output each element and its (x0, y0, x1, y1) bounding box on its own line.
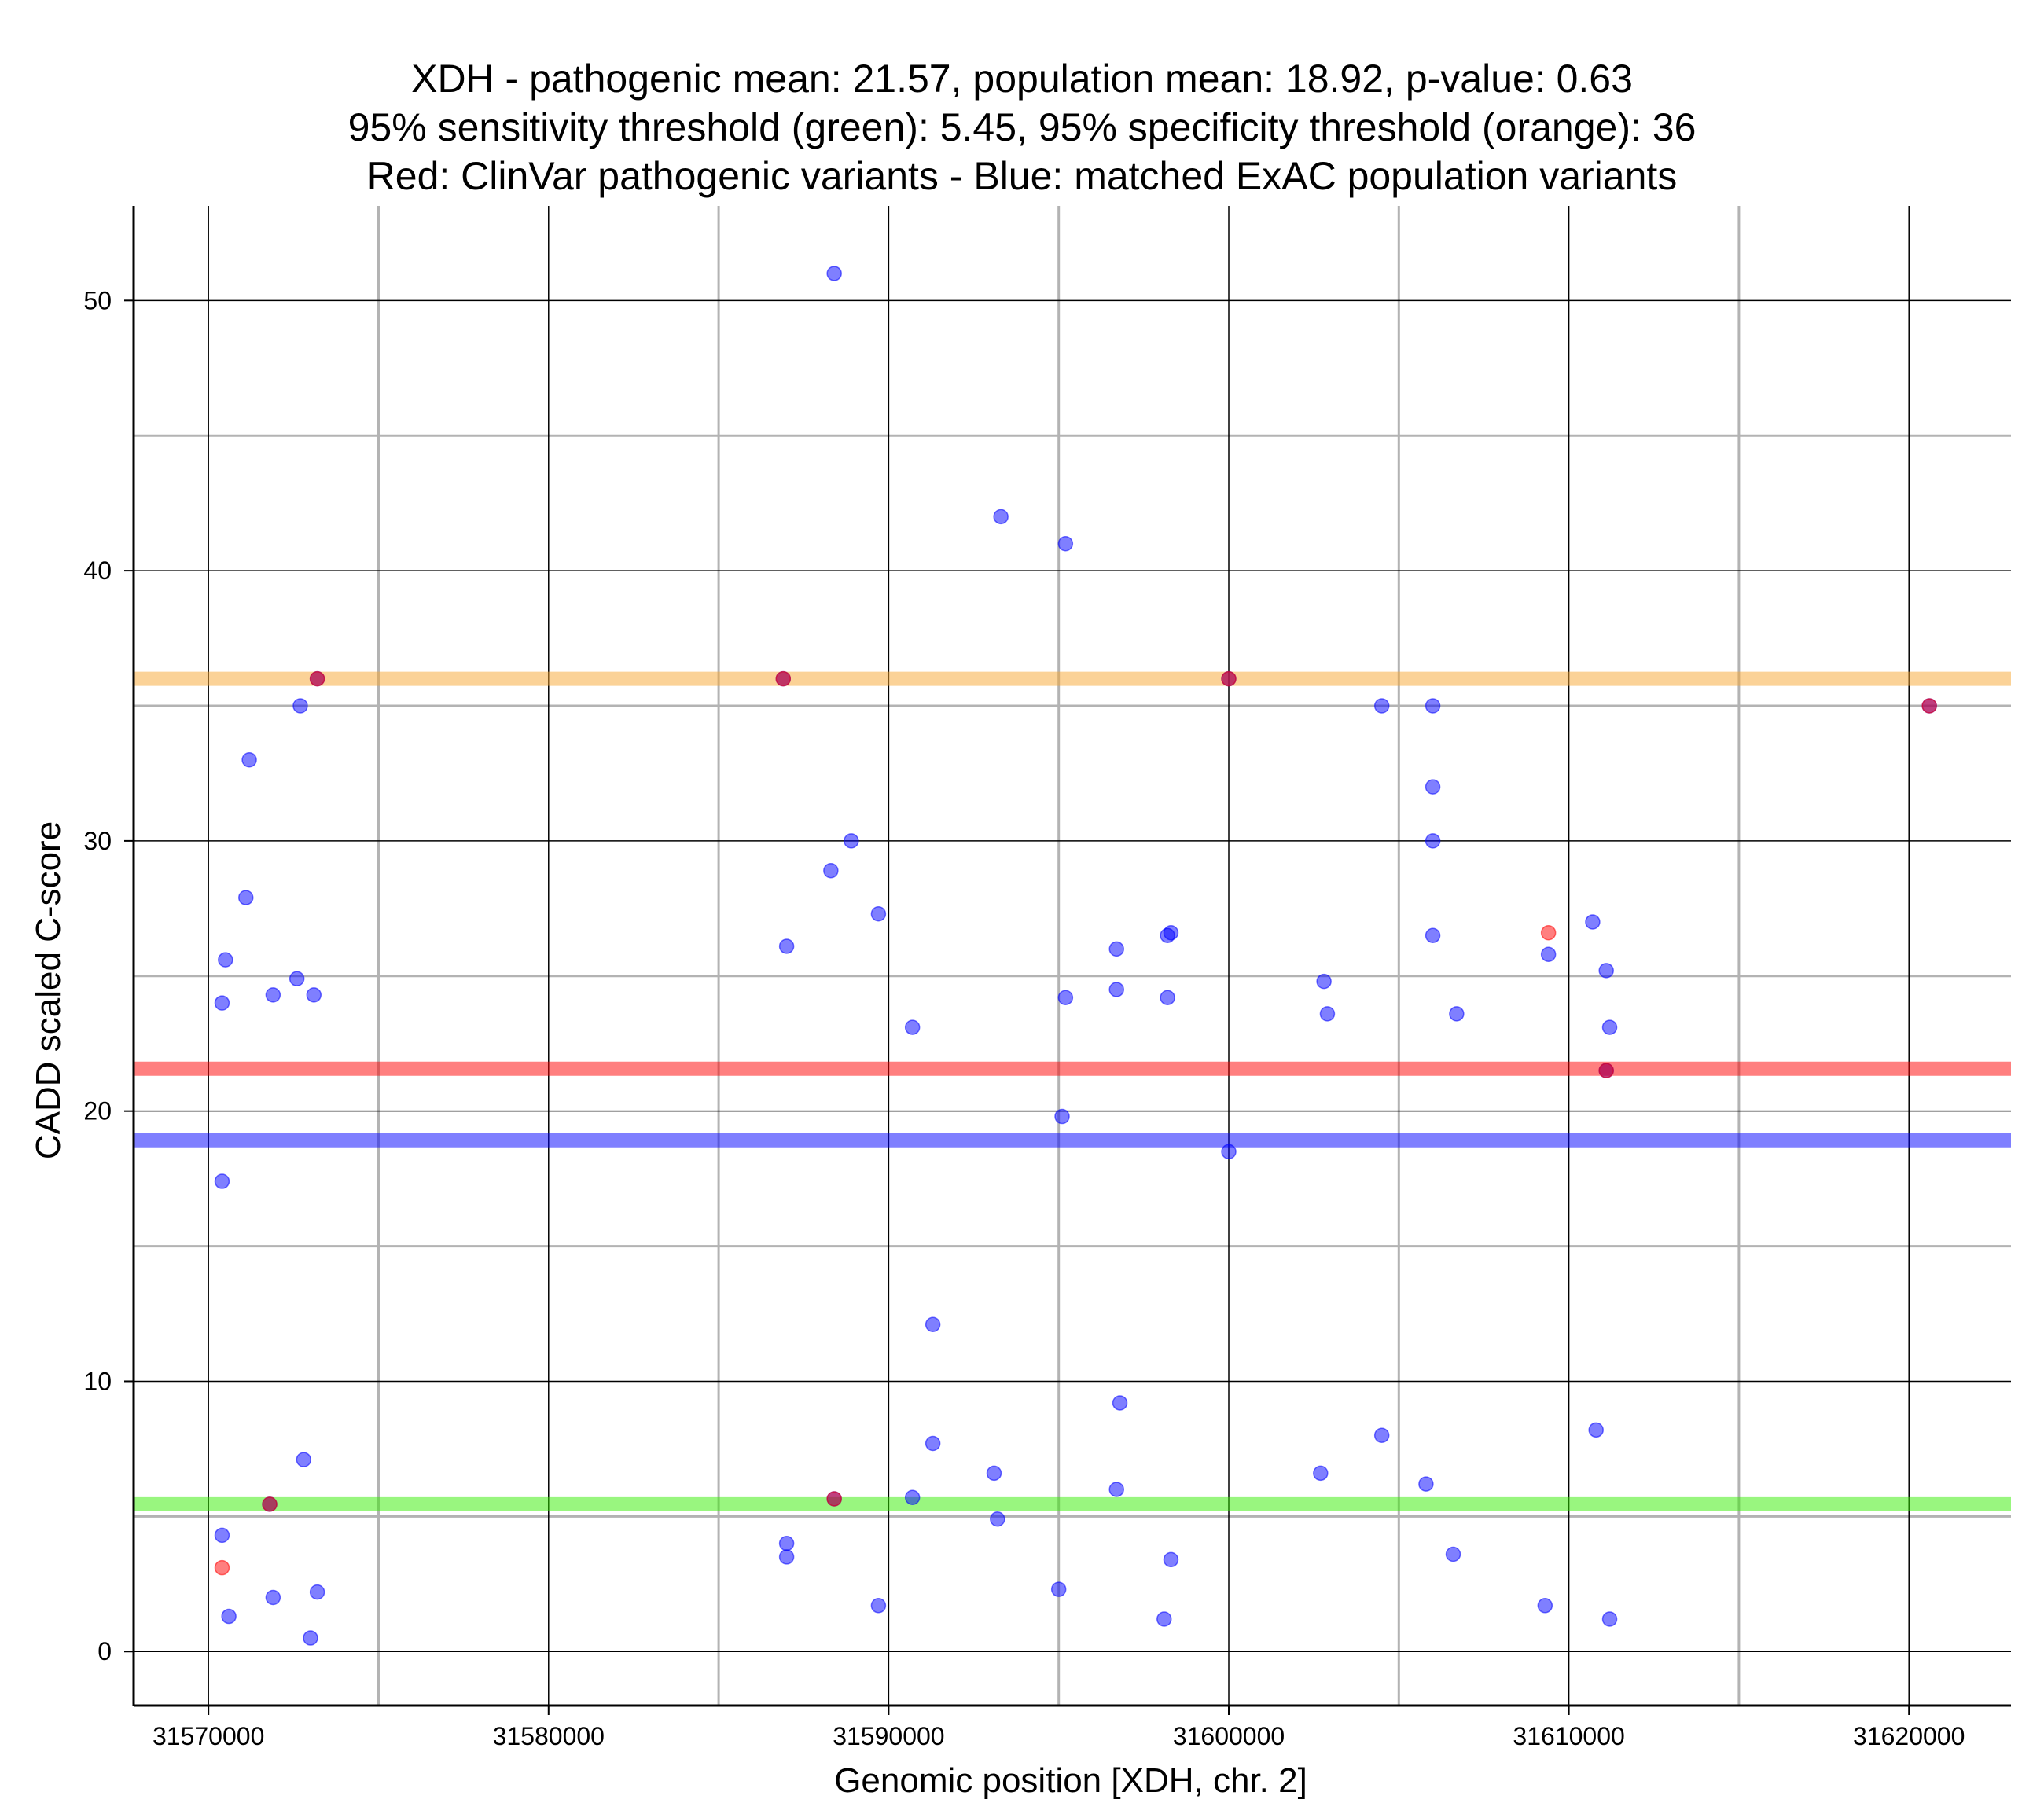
major-gridlines (134, 206, 2011, 1706)
population-point (925, 1435, 941, 1452)
population-point (1418, 1476, 1434, 1492)
population-point (303, 1630, 318, 1646)
chart-title-line-1: XDH - pathogenic mean: 21.57, population… (411, 57, 1633, 101)
population-point (1425, 833, 1441, 849)
population-point (990, 1511, 1005, 1527)
population-point (986, 1465, 1002, 1482)
population-point (238, 890, 254, 905)
population-point (778, 938, 795, 954)
population-point (1588, 1422, 1604, 1438)
tick-labels: 31570000 31580000 31590000 31600000 31610000… (83, 286, 1965, 1750)
population-point (309, 1584, 325, 1600)
minor-gridlines (134, 206, 2011, 1706)
pathogenic-point (214, 1559, 230, 1576)
population-point (1601, 1019, 1618, 1035)
population-point (214, 995, 230, 1011)
pathogenic-point (309, 670, 325, 687)
population-point (870, 905, 887, 922)
data-points (214, 266, 1937, 1646)
y-tick-label: 40 (83, 556, 112, 585)
population-point (306, 987, 322, 1003)
population-point (1163, 925, 1179, 941)
chart-title-line-2: 95% sensitivity threshold (green): 5.45,… (347, 105, 1697, 149)
population-point (1160, 990, 1175, 1006)
population-point (904, 1019, 921, 1035)
population-point (1445, 1546, 1461, 1562)
y-tick-label: 30 (83, 827, 112, 855)
y-tick-label: 10 (83, 1367, 112, 1395)
population-point (993, 509, 1009, 525)
y-tick-label: 50 (83, 286, 112, 314)
population-point (1221, 1144, 1237, 1159)
population-point (1057, 535, 1074, 552)
population-point (1425, 927, 1441, 943)
pathogenic-point (775, 670, 792, 687)
population-point (1319, 1006, 1336, 1022)
population-point (1108, 1482, 1124, 1497)
population-point (218, 952, 233, 968)
population-point (214, 1527, 230, 1544)
x-axis-title: Genomic position [XDH, chr. 2] (834, 1761, 1307, 1800)
population-point (221, 1608, 237, 1625)
population-point (1313, 1465, 1329, 1482)
population-point (1585, 914, 1601, 930)
population-point (1540, 946, 1557, 963)
population-point (1054, 1108, 1070, 1125)
y-tick-label: 20 (83, 1097, 112, 1125)
population-point (925, 1316, 941, 1333)
population-point (1373, 1427, 1390, 1443)
population-point (241, 752, 257, 768)
x-tick-label: 31590000 (833, 1722, 944, 1750)
population-point (1050, 1581, 1067, 1597)
population-point (778, 1549, 795, 1565)
population-point (870, 1598, 887, 1614)
chart-title-line-3: Red: ClinVar pathogenic variants - Blue:… (366, 154, 1678, 198)
population-point (296, 1452, 312, 1467)
population-point (1163, 1551, 1179, 1568)
pathogenic-point (1221, 670, 1237, 687)
pathogenic-point (826, 1491, 842, 1507)
population-point (214, 1173, 230, 1189)
pathogenic-point (262, 1496, 278, 1512)
population-point (265, 1589, 281, 1606)
population-point (292, 698, 308, 714)
pathogenic-point (1598, 1063, 1614, 1078)
population-point (823, 862, 839, 879)
population-point (1156, 1611, 1172, 1627)
x-tick-label: 31570000 (153, 1722, 264, 1750)
population-point (1537, 1598, 1553, 1614)
population-point (1108, 941, 1124, 957)
x-tick-label: 31620000 (1853, 1722, 1965, 1750)
population-point (1373, 698, 1390, 714)
x-tick-label: 31610000 (1513, 1722, 1624, 1750)
population-point (826, 266, 842, 281)
pathogenic-point (1921, 698, 1937, 714)
population-point (1108, 982, 1124, 997)
population-point (1425, 779, 1441, 795)
pathogenic-point (1540, 925, 1557, 941)
population-point (778, 1535, 795, 1551)
x-tick-label: 31580000 (493, 1722, 605, 1750)
population-point (265, 987, 281, 1003)
population-point (1449, 1006, 1465, 1022)
population-point (904, 1489, 921, 1506)
population-point (289, 971, 305, 986)
reference-lines (134, 671, 2011, 1511)
axes (124, 206, 2011, 1715)
y-axis-title: CADD scaled C-score (29, 821, 68, 1159)
x-tick-label: 31600000 (1173, 1722, 1285, 1750)
population-point (1112, 1395, 1128, 1411)
population-point (1425, 698, 1441, 714)
population-point (844, 833, 859, 849)
population-point (1601, 1611, 1618, 1627)
population-point (1598, 963, 1614, 979)
population-point (1057, 990, 1074, 1006)
population-point (1316, 973, 1332, 990)
y-tick-label: 0 (97, 1637, 112, 1665)
